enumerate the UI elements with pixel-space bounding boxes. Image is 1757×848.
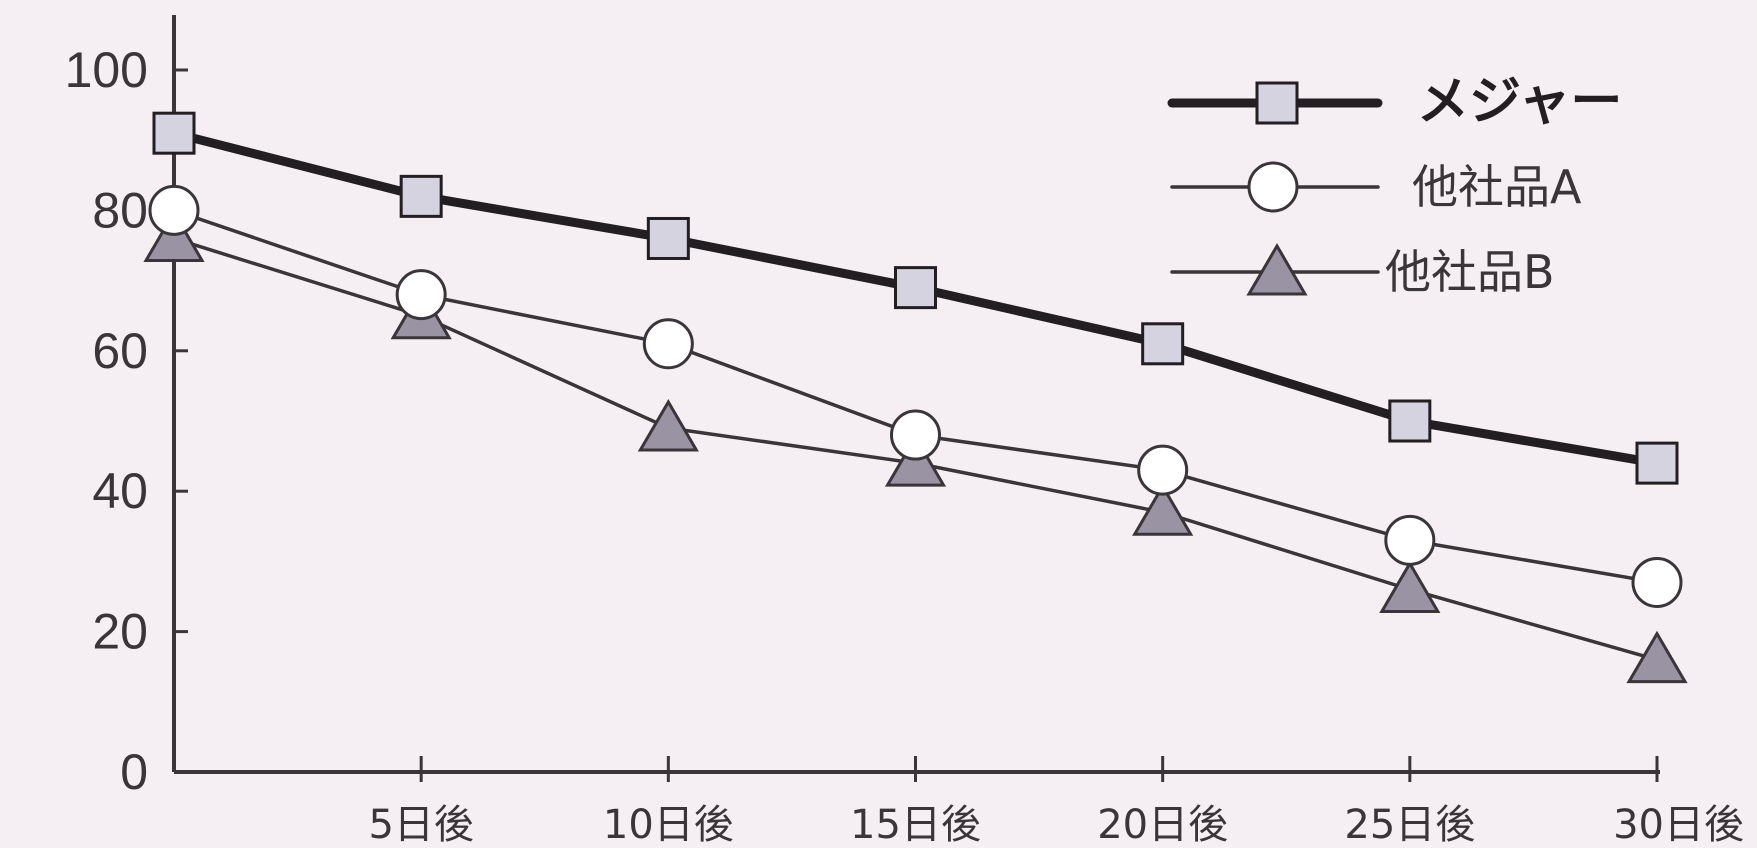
data-point-square (152, 111, 196, 155)
data-point-square (1635, 441, 1679, 485)
legend-marker-square (1255, 81, 1299, 125)
legend-item-circle: 他社品A (1170, 160, 1582, 214)
data-point-square (894, 266, 937, 310)
data-point-triangle (143, 209, 205, 262)
series-group (143, 111, 1688, 684)
data-point-circle (148, 184, 200, 236)
data-point-square (1141, 322, 1185, 366)
x-tick-label: 25日後 (1344, 802, 1475, 848)
x-tick-label: 5日後 (368, 802, 473, 848)
data-point-square (1388, 399, 1432, 443)
data-point-circle (1384, 514, 1436, 566)
data-point-circle (1137, 444, 1189, 496)
data-point-triangle (1626, 630, 1688, 684)
data-point-square (646, 216, 690, 260)
x-tick-label: 10日後 (603, 802, 734, 848)
y-tick-label: 60 (92, 323, 148, 379)
data-point-triangle (1379, 560, 1441, 613)
data-point-circle (642, 318, 694, 370)
axes: 0 20 40 60 80 100 5日後 10日後 15日後 20日後 25日後 30日後 (65, 15, 1744, 848)
x-tick-label: 15日後 (850, 802, 981, 848)
x-tick-label: 20日後 (1097, 802, 1228, 848)
data-point-triangle (884, 434, 947, 487)
legend-marker-triangle (1246, 243, 1308, 296)
y-tick-label: 0 (120, 744, 148, 800)
series-circle (148, 184, 1683, 608)
legend-label: 他社品A (1412, 160, 1582, 214)
y-tick-label: 40 (92, 463, 148, 519)
data-point-triangle (637, 399, 699, 452)
legend-item-triangle: 他社品B (1170, 243, 1555, 299)
x-tick-label: 30日後 (1613, 802, 1744, 848)
data-point-circle (1631, 556, 1683, 608)
data-point-circle (890, 409, 941, 461)
y-tick-label: 20 (92, 604, 148, 660)
legend-item-square: メジャー (1167, 72, 1622, 132)
data-point-square (399, 174, 443, 218)
legend-marker-circle (1247, 161, 1299, 213)
series-triangle (143, 209, 1688, 684)
data-point-circle (395, 269, 447, 321)
legend-label: メジャー (1417, 72, 1622, 132)
legend-label: 他社品B (1385, 245, 1555, 299)
data-point-triangle (1132, 483, 1194, 536)
y-tick-label: 80 (92, 182, 148, 238)
series-square (152, 111, 1679, 485)
y-tick-label: 100 (65, 42, 148, 98)
